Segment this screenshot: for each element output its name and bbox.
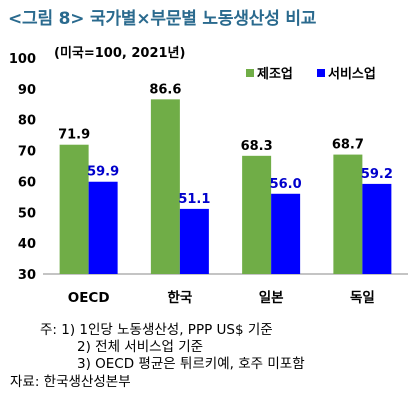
y-tick-label: 60 [18,175,36,190]
x-tick-label: 한국 [167,290,192,306]
chart-legend: 제조업 서비스업 [246,67,376,82]
bar-value-label: 86.6 [149,82,181,97]
note-2: 2) 전체 서비스업 기준 [77,339,204,355]
y-tick-label: 30 [18,268,36,283]
y-tick-label: 80 [18,114,36,129]
bar-value-label: 59.9 [87,165,119,180]
y-tick-label: 40 [18,237,36,252]
bar-manufacturing [333,154,363,274]
y-tick-label: 70 [18,145,36,160]
legend-swatch [246,69,254,77]
bar-value-label: 68.7 [332,138,364,153]
note-3: 3) OECD 평균은 튀르키예, 호주 미포함 [77,356,305,372]
x-tick-label: 독일 [350,290,375,306]
unit-label: (미국=100, 2021년) [54,46,186,61]
bar-chart: 30 40 50 60 70 80 90 100 OECD 한국 일본 독일 71.9 59.9 86.6… [9,52,408,306]
bar-value-label: 59.2 [361,167,393,182]
chart-bars [59,99,392,274]
y-tick-label: 50 [18,206,36,221]
legend-label: 제조업 [257,67,293,82]
legend-label: 서비스업 [328,67,376,82]
legend-swatch [317,69,325,77]
y-tick-label: 90 [18,83,36,98]
bar-services [88,181,118,274]
x-tick-label: OECD [68,290,110,306]
bar-value-label: 56.0 [270,177,302,192]
chart-title: <그림 8> 국가별×부문별 노동생산성 비교 [8,9,317,29]
bar-value-label: 68.3 [241,139,273,154]
bar-services [362,183,392,274]
y-tick-label: 100 [9,52,36,67]
source-note: 자료: 한국생산성본부 [10,374,131,390]
note-1: 주: 1) 1인당 노동생산성, PPP US$ 기준 [40,322,273,338]
bar-manufacturing [150,99,180,274]
bar-value-label: 71.9 [58,128,90,143]
bar-manufacturing [59,144,89,274]
bar-manufacturing [242,155,272,274]
chart-value-labels: 71.9 59.9 86.6 51.1 68.3 56.0 68.7 59.2 [58,82,393,207]
x-tick-label: 일본 [259,290,284,306]
bar-services [179,208,209,274]
bar-services [271,193,301,274]
bar-value-label: 51.1 [178,192,210,207]
